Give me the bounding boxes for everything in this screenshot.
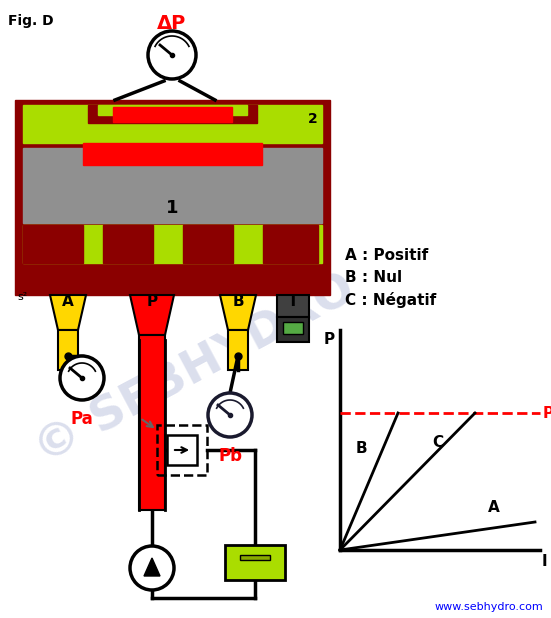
Bar [103,225,153,263]
Bar [225,545,285,580]
Text: C : Négatif: C : Négatif [345,292,436,308]
Text: www.sebhydro.com: www.sebhydro.com [434,602,543,612]
Text: P: P [324,332,335,347]
Bar [23,225,322,263]
Bar [139,335,165,510]
Bar [98,105,247,115]
Text: A: A [488,500,500,515]
Polygon shape [50,295,86,330]
Text: Pa: Pa [543,405,551,420]
Circle shape [60,356,104,400]
Polygon shape [144,558,160,576]
Bar [167,435,197,465]
Text: B: B [356,441,368,456]
Bar [157,425,207,475]
Polygon shape [130,295,174,335]
Text: P: P [147,295,158,310]
Bar [83,143,262,165]
Bar [277,317,309,342]
Bar [88,105,257,123]
Text: T: T [288,295,298,310]
Circle shape [148,31,196,79]
Bar [23,105,322,143]
Bar [263,225,318,263]
Bar [113,107,232,122]
Bar [58,330,78,370]
Text: Fig. D: Fig. D [8,14,53,28]
Bar [23,225,83,263]
Text: s²: s² [17,292,27,302]
Text: Pb: Pb [218,447,242,465]
Bar [283,322,303,334]
Text: 1: 1 [166,199,179,217]
Text: A : Positif: A : Positif [345,248,428,263]
Text: ΔP: ΔP [158,14,187,33]
Text: © SEBHYDRO: © SEBHYDRO [27,266,363,473]
Bar [240,555,270,560]
Bar [228,330,248,370]
Text: C: C [432,435,443,450]
Text: B : Nul: B : Nul [345,270,402,285]
Circle shape [208,393,252,437]
Text: I: I [542,554,548,569]
Bar [277,295,309,317]
Text: A: A [62,295,74,310]
Polygon shape [220,295,256,330]
Bar [23,148,322,223]
Text: Pa: Pa [71,410,93,428]
Circle shape [130,546,174,590]
Bar [183,225,233,263]
Bar [15,100,330,295]
Text: B: B [232,295,244,310]
Text: 2: 2 [308,112,318,126]
